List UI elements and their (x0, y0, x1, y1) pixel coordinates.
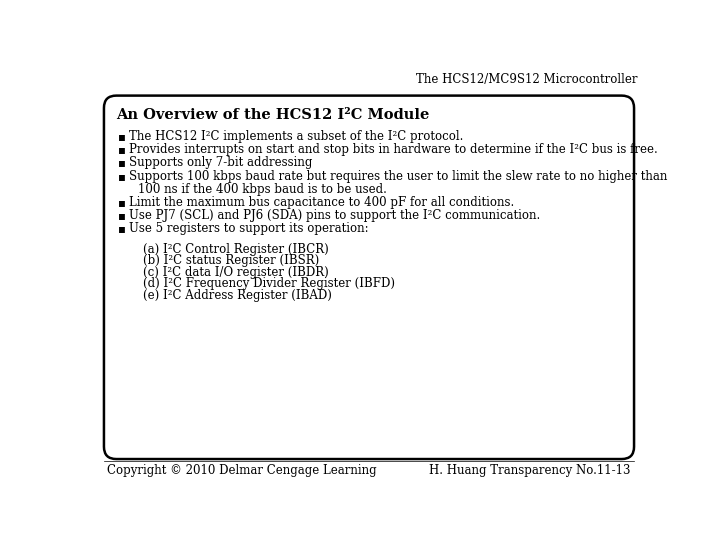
Text: (e) I²C Address Register (IBAD): (e) I²C Address Register (IBAD) (143, 289, 332, 302)
Text: Use PJ7 (SCL) and PJ6 (SDA) pins to support the I²C communication.: Use PJ7 (SCL) and PJ6 (SDA) pins to supp… (129, 209, 540, 222)
Text: Supports 100 kbps baud rate but requires the user to limit the slew rate to no h: Supports 100 kbps baud rate but requires… (129, 170, 667, 183)
Text: ▪: ▪ (118, 209, 126, 222)
Text: (a) I²C Control Register (IBCR): (a) I²C Control Register (IBCR) (143, 243, 328, 256)
Text: (b) I²C status Register (IBSR): (b) I²C status Register (IBSR) (143, 254, 319, 267)
Text: H. Huang Transparency No.11-13: H. Huang Transparency No.11-13 (429, 464, 631, 477)
FancyBboxPatch shape (104, 96, 634, 459)
Text: 100 ns if the 400 kbps baud is to be used.: 100 ns if the 400 kbps baud is to be use… (138, 183, 387, 195)
Text: (c) I²C data I/O register (IBDR): (c) I²C data I/O register (IBDR) (143, 266, 328, 279)
Text: An Overview of the HCS12 I²C Module: An Overview of the HCS12 I²C Module (117, 108, 430, 122)
Text: Copyright © 2010 Delmar Cengage Learning: Copyright © 2010 Delmar Cengage Learning (107, 464, 377, 477)
Text: ▪: ▪ (118, 157, 126, 170)
Text: The HCS12/MC9S12 Microcontroller: The HCS12/MC9S12 Microcontroller (415, 72, 637, 85)
Text: Provides interrupts on start and stop bits in hardware to determine if the I²C b: Provides interrupts on start and stop bi… (129, 143, 657, 157)
Text: ▪: ▪ (118, 222, 126, 235)
Text: ▪: ▪ (118, 170, 126, 183)
Text: ▪: ▪ (118, 143, 126, 157)
Text: The HCS12 I²C implements a subset of the I²C protocol.: The HCS12 I²C implements a subset of the… (129, 130, 463, 143)
Text: ▪: ▪ (118, 130, 126, 143)
Text: Supports only 7-bit addressing: Supports only 7-bit addressing (129, 157, 312, 170)
Text: (d) I²C Frequency Divider Register (IBFD): (d) I²C Frequency Divider Register (IBFD… (143, 278, 395, 291)
Text: ▪: ▪ (118, 195, 126, 208)
Text: Use 5 registers to support its operation:: Use 5 registers to support its operation… (129, 222, 369, 235)
Text: Limit the maximum bus capacitance to 400 pF for all conditions.: Limit the maximum bus capacitance to 400… (129, 195, 514, 208)
